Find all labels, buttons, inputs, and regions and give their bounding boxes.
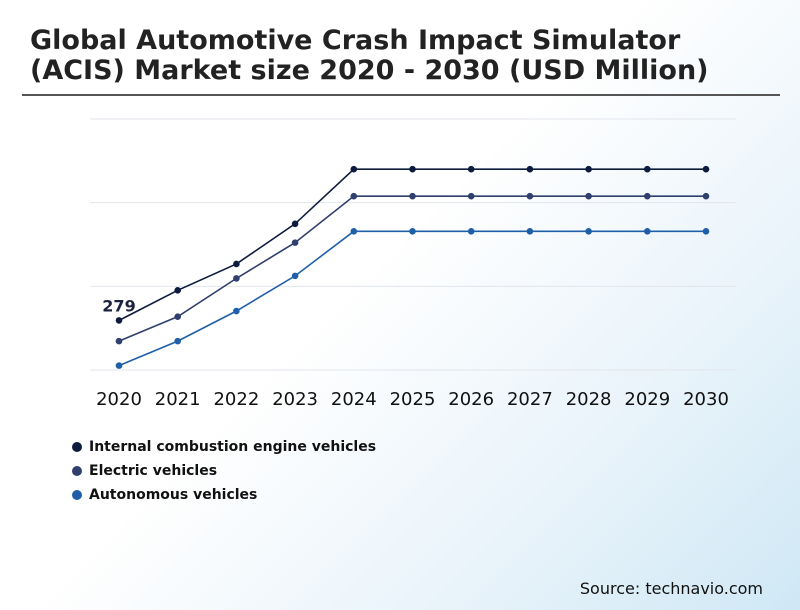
data-point [174, 287, 181, 294]
data-point [174, 313, 181, 320]
x-tick-label: 2020 [96, 389, 142, 410]
data-point [233, 275, 240, 282]
data-point [702, 165, 710, 173]
data-point [585, 192, 592, 200]
data-point [644, 228, 651, 235]
line-chart: 279 2020 2021 2022 2023 2024 2025 2026 2027 2028… [90, 118, 736, 410]
data-point [644, 165, 651, 173]
x-tick-label: 2023 [272, 389, 318, 410]
data-point [350, 165, 358, 173]
data-point [409, 165, 416, 173]
data-point [467, 192, 475, 200]
series-line-2 [118, 195, 706, 342]
data-point [526, 192, 534, 200]
x-tick-label: 2029 [624, 389, 670, 410]
data-point [291, 272, 299, 280]
legend-marker-icon [72, 466, 82, 476]
title-divider [22, 94, 780, 96]
data-point [526, 228, 534, 235]
legend-label: Electric vehicles [89, 463, 218, 479]
legend-item: Internal combustion engine vehicles [72, 435, 376, 459]
data-point [350, 228, 358, 235]
chart-title: Global Automotive Crash Impact Simulator… [30, 25, 709, 86]
x-tick-label: 2025 [390, 389, 436, 410]
data-point [702, 228, 710, 235]
data-point [585, 165, 592, 173]
legend: Internal combustion engine vehicles Elect… [72, 435, 376, 507]
series-points [115, 165, 710, 369]
data-point [291, 220, 299, 228]
data-point [115, 317, 123, 324]
x-tick-label: 2028 [566, 389, 612, 410]
data-point [409, 228, 416, 235]
data-labels: 279 [102, 296, 135, 315]
x-tick-label: 2021 [155, 389, 201, 410]
x-tick-label: 2030 [683, 389, 729, 410]
x-tick-label: 2026 [448, 389, 494, 410]
legend-item: Autonomous vehicles [72, 483, 376, 507]
data-point [233, 260, 240, 268]
data-point [174, 337, 181, 345]
x-tick-label: 2027 [507, 389, 553, 410]
legend-marker-icon [72, 442, 82, 452]
legend-label: Internal combustion engine vehicles [89, 439, 377, 455]
data-point [115, 337, 123, 345]
legend-marker-icon [72, 490, 82, 500]
data-label-first: 279 [102, 296, 135, 315]
data-point [702, 192, 710, 200]
data-point [644, 192, 651, 200]
x-tick-label: 2022 [213, 389, 259, 410]
x-tick-label: 2024 [331, 389, 377, 410]
data-point [467, 228, 475, 235]
data-point [409, 192, 416, 200]
data-point [526, 165, 534, 173]
data-point [115, 362, 123, 369]
legend-label: Autonomous vehicles [89, 487, 258, 503]
data-point [467, 165, 475, 173]
x-axis-ticks: 2020 2021 2022 2023 2024 2025 2026 2027 2028 2029… [96, 389, 729, 410]
data-point [233, 307, 240, 315]
data-point [585, 228, 592, 235]
legend-item: Electric vehicles [72, 459, 376, 483]
data-point [291, 239, 299, 246]
gridlines [90, 118, 736, 371]
source-credit: Source: technavio.com [579, 579, 763, 598]
data-point [350, 192, 358, 200]
